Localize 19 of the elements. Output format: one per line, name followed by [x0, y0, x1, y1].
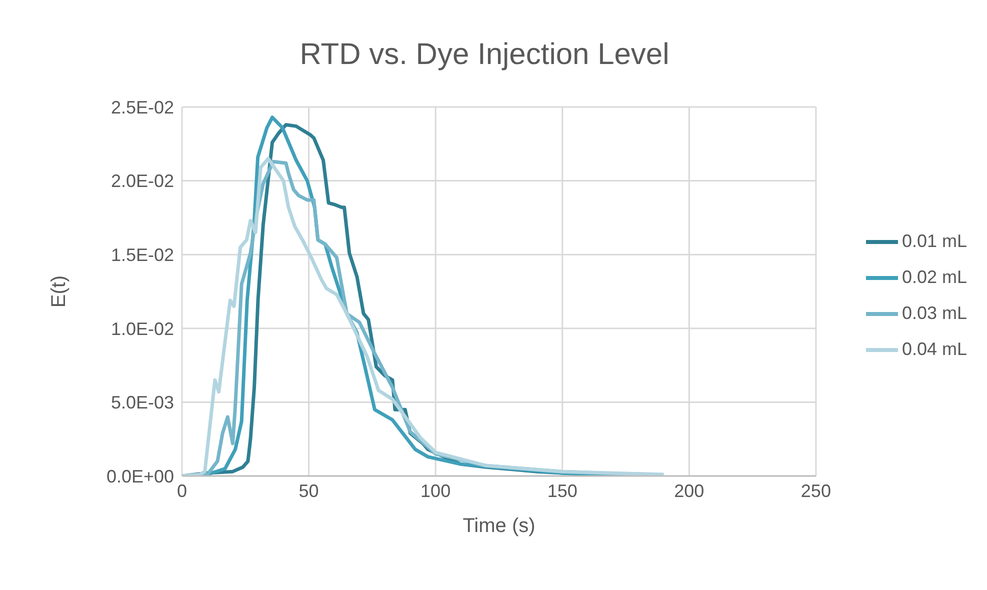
chart-title: RTD vs. Dye Injection Level — [298, 38, 670, 72]
legend-label: 0.04 mL — [902, 339, 967, 359]
y-tick-label: 2.0E-02 — [110, 171, 174, 192]
x-tick-label: 0 — [176, 480, 188, 501]
x-tick-label: 100 — [420, 480, 451, 501]
y-tick-label: 1.0E-02 — [110, 318, 174, 339]
x-tick-label: 200 — [674, 480, 704, 501]
x-tick-label: 250 — [800, 480, 831, 501]
x-tick-label: 150 — [547, 480, 578, 501]
y-tick-label: 0.0E+00 — [106, 466, 174, 486]
y-axis-title: E(t) — [48, 275, 70, 308]
x-tick-label: 50 — [298, 480, 319, 501]
legend-label: 0.03 mL — [902, 303, 967, 323]
y-tick-label: 5.0E-03 — [110, 392, 174, 413]
legend-label: 0.02 mL — [902, 267, 967, 287]
legend-label: 0.01 mL — [902, 231, 967, 251]
y-tick-label: 1.5E-02 — [110, 244, 174, 265]
x-axis-title: Time (s) — [462, 515, 536, 537]
y-tick-label: 2.5E-02 — [110, 97, 174, 118]
